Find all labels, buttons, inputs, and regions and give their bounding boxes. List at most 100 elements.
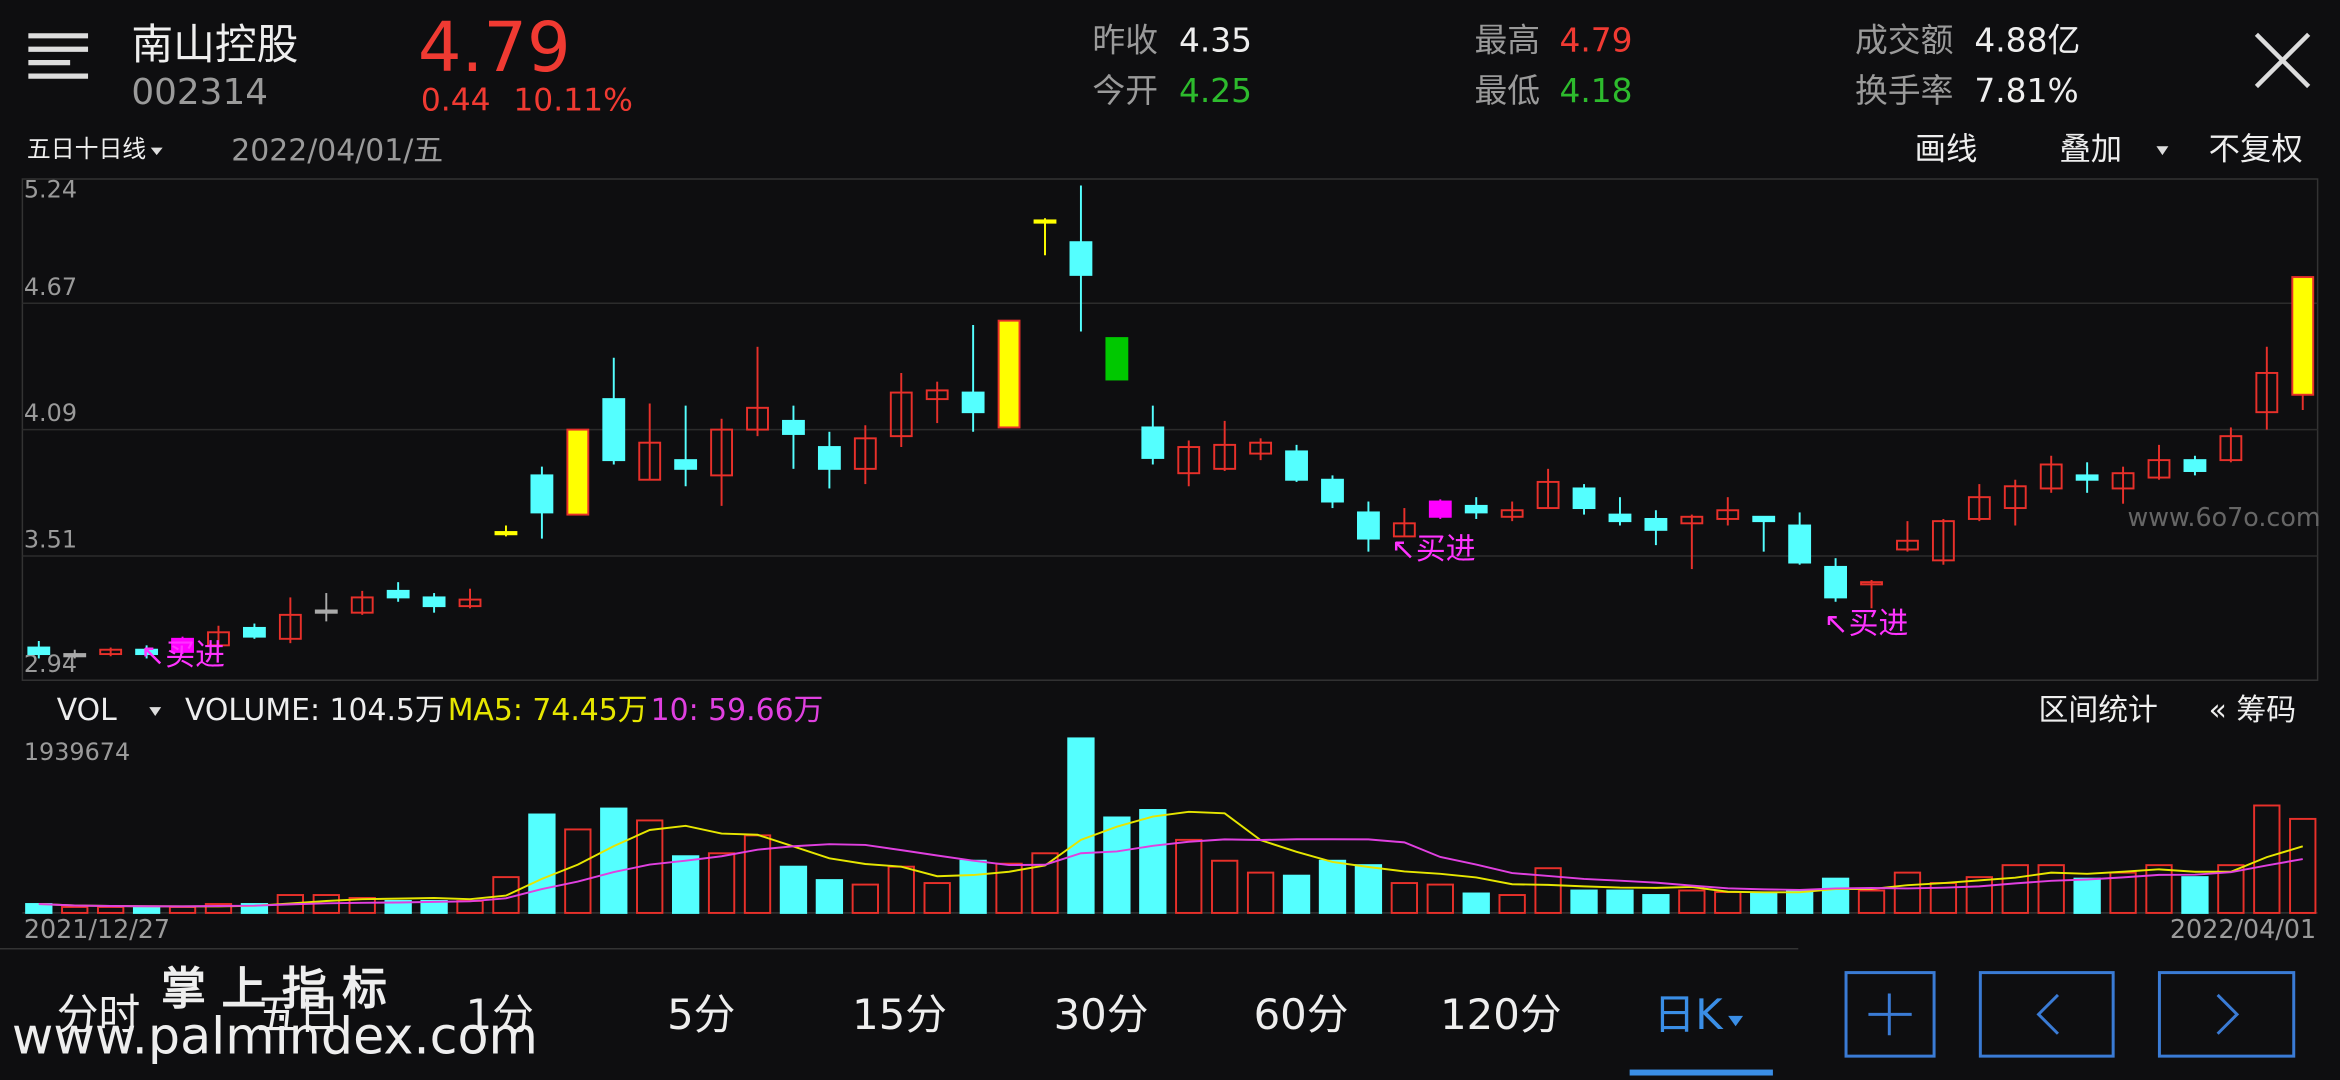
candle-body <box>1788 524 1812 564</box>
volume-bar <box>1175 838 1203 914</box>
label: 今开 <box>1092 72 1158 110</box>
active-tab-indicator <box>1629 1069 1773 1076</box>
y-tick-label: 4.67 <box>24 273 77 301</box>
signal-annotation: ↖买进 <box>140 638 225 673</box>
candle-body <box>889 391 913 438</box>
period-tab[interactable]: 60分 <box>1254 990 1349 1039</box>
adjust-button[interactable]: 不复权 <box>2209 132 2303 168</box>
volume-bar <box>2289 817 2317 914</box>
vol-label[interactable]: VOL <box>57 693 117 728</box>
candle-body <box>207 631 230 647</box>
period-tab[interactable]: 5分 <box>667 990 735 1039</box>
volume-bar <box>1534 867 1562 914</box>
candle-body <box>710 428 733 477</box>
volume-bar <box>959 859 987 914</box>
volume-bar <box>204 903 233 914</box>
next-button[interactable] <box>2157 971 2296 1058</box>
candle-body <box>1680 515 1704 525</box>
period-tab[interactable]: 分时 <box>57 990 141 1039</box>
period-tab[interactable]: 120分 <box>1440 990 1562 1039</box>
candle-body <box>314 609 338 614</box>
range-stats[interactable]: 区间统计 <box>2039 693 2158 728</box>
draw-button[interactable]: 画线 <box>1915 132 1978 168</box>
ma-selector[interactable]: 五日十日线 <box>27 135 146 163</box>
candle-body <box>242 626 266 638</box>
candle-body <box>925 389 949 401</box>
period-tab[interactable]: 15分 <box>852 990 947 1039</box>
candle-body <box>2183 459 2207 472</box>
volume-bar <box>564 828 592 914</box>
volume-bar <box>1390 882 1419 914</box>
period-tab[interactable]: 1分 <box>466 990 534 1039</box>
candle-body <box>853 437 877 470</box>
candle-body <box>1644 517 1668 531</box>
volume-bar <box>1318 859 1347 914</box>
dropdown-arrow <box>150 147 163 156</box>
close-button[interactable] <box>2254 32 2311 89</box>
x-start-label: 2021/12/27 <box>24 914 170 944</box>
candle-body <box>1716 509 1740 520</box>
volume-bar <box>61 906 89 914</box>
candle-body <box>1536 480 1560 510</box>
volume-bar <box>779 865 808 914</box>
candle-body <box>1285 450 1308 481</box>
value: 4.18 <box>1560 72 1633 110</box>
y-tick-label: 3.51 <box>24 526 77 554</box>
period-tab[interactable]: 五日 <box>257 990 341 1039</box>
date: 2022/04/01/五 <box>231 134 443 169</box>
candle-body <box>2111 472 2135 490</box>
volume-bar <box>815 879 844 914</box>
vol-tick-label: 1939674 <box>24 738 130 766</box>
candle-body <box>1572 487 1596 510</box>
volume-bar <box>348 897 376 914</box>
prev-button[interactable] <box>1978 971 2115 1058</box>
menu-button[interactable] <box>28 33 89 79</box>
candle-body <box>350 596 374 614</box>
watermark-title: 掌 上 指 标 <box>161 962 387 1015</box>
candle-body <box>997 319 1021 429</box>
period-tab[interactable]: 日K <box>1654 990 1725 1039</box>
volume-bar <box>1067 737 1095 914</box>
signal-annotation: ↖买进 <box>1391 532 1476 567</box>
candle-body <box>746 406 769 431</box>
volume-bar <box>1642 894 1670 914</box>
add-button[interactable] <box>1844 971 1936 1058</box>
volume-bar <box>1211 859 1239 914</box>
volume-bar <box>1462 892 1490 914</box>
candle-body <box>1752 515 1776 523</box>
volume-bar <box>851 883 879 914</box>
volume-bar <box>2145 864 2173 914</box>
label: 换手率 <box>1855 72 1953 110</box>
volume-bar <box>1246 871 1275 914</box>
candle-body <box>135 648 159 656</box>
value: 4.35 <box>1179 21 1252 59</box>
volume-bar <box>995 862 1023 914</box>
watermark-url: www.palmindex.com <box>12 1007 538 1066</box>
volume-bar <box>1498 894 1526 914</box>
candle-body <box>1967 496 1991 520</box>
volume-bar <box>1965 876 1993 914</box>
period-tab[interactable]: 30分 <box>1054 990 1149 1039</box>
volume-bar <box>1857 889 1886 914</box>
signal-annotation: ↖买进 <box>1824 607 1909 642</box>
volume-bar <box>1893 871 1922 914</box>
dropdown-arrow <box>1728 1015 1744 1027</box>
ma5-label: MA5: 74.45万 <box>448 693 648 728</box>
volume-bar <box>1750 892 1778 914</box>
value: 4.79 <box>1560 21 1633 59</box>
candle-body <box>1896 539 1919 551</box>
candle-body <box>1177 446 1201 475</box>
volume-bar <box>671 855 700 914</box>
chips[interactable]: « 筹码 <box>2209 693 2296 728</box>
dropdown-arrow <box>149 707 162 717</box>
candle-body <box>1069 241 1093 276</box>
volume-bar <box>528 813 556 914</box>
label: 成交额 <box>1855 21 1953 59</box>
volume-bar <box>600 807 628 914</box>
volume-bar <box>1785 889 1814 914</box>
label: 昨收 <box>1092 21 1158 59</box>
change-pct: 10.11% <box>513 82 632 118</box>
candle-body <box>63 653 87 658</box>
candle-body <box>2147 459 2171 479</box>
overlay-button[interactable]: 叠加 <box>2059 132 2122 168</box>
